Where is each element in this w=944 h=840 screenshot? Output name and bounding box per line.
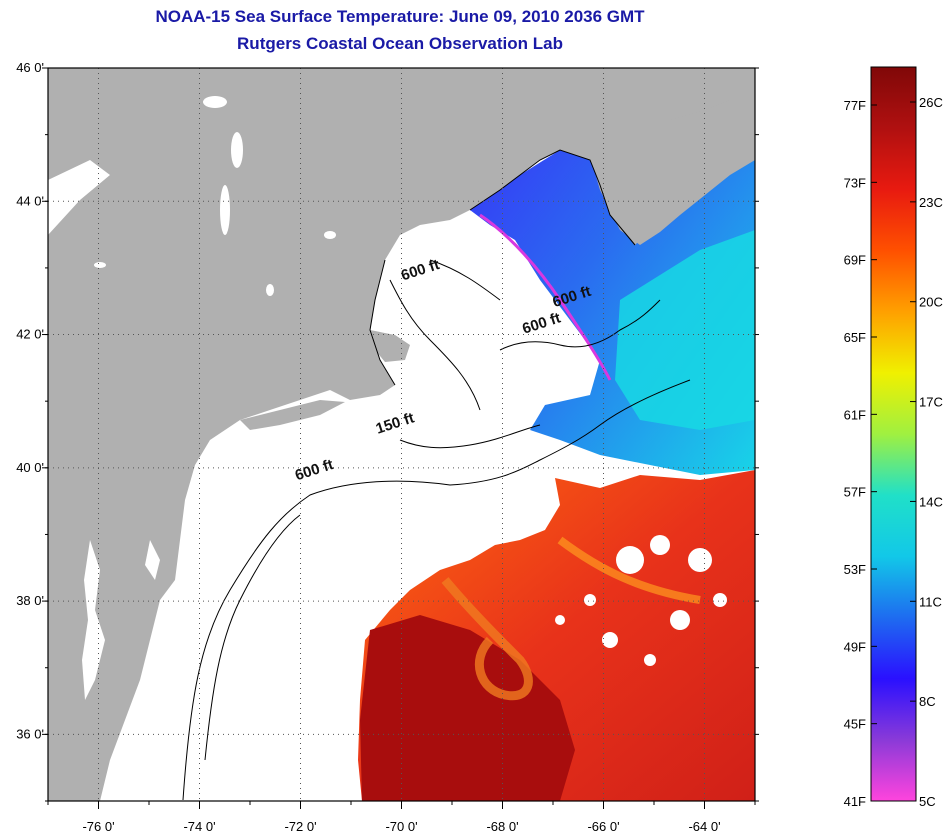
cloud-gaps <box>555 535 727 666</box>
lat-tick-label: 42 0' <box>16 327 44 342</box>
lon-tick-label: -70 0' <box>385 819 417 834</box>
axis-ticks <box>42 67 759 809</box>
colorbar-c-label: 23C <box>919 195 943 210</box>
coastline <box>369 149 636 386</box>
land-cape-cod <box>370 330 410 362</box>
lon-tick-label: -76 0' <box>82 819 114 834</box>
colorbar-c-label: 26C <box>919 95 943 110</box>
colorbar-f-label: 41F <box>844 794 866 809</box>
land-mainland <box>48 68 755 801</box>
colorbar-f-label: 49F <box>844 639 866 654</box>
bays <box>48 160 160 700</box>
lat-tick-label: 44 0' <box>16 193 44 208</box>
colorbar-c-label: 8C <box>919 694 936 709</box>
map-title: NOAA-15 Sea Surface Temperature: June 09… <box>155 7 645 26</box>
lat-tick-label: 36 0' <box>16 726 44 741</box>
gulf-stream-meander <box>441 577 533 701</box>
colorbar-gradient <box>870 66 917 802</box>
lat-tick-label: 40 0' <box>16 460 44 475</box>
lon-tick-label: -74 0' <box>183 819 215 834</box>
colorbar-fahrenheit-labels: 77F 73F 69F 65F 61F 57F 53F 49F 45F 41F <box>844 98 877 809</box>
colorbar-f-label: 77F <box>844 98 866 113</box>
land-long-island <box>240 400 345 430</box>
colorbar-celsius-labels: 26C 23C 20C 17C 14C 11C 8C 5C <box>910 95 943 809</box>
lat-tick-label: 46 0' <box>16 60 44 75</box>
colorbar-f-label: 57F <box>844 485 866 500</box>
longitude-labels: -76 0' -74 0' -72 0' -70 0' -68 0' -66 0' -64 … <box>82 819 720 834</box>
colorbar-f-label: 53F <box>844 562 866 577</box>
colorbar-c-label: 17C <box>919 395 943 410</box>
map-grid <box>48 68 755 801</box>
shelf-water <box>615 230 755 430</box>
lakes <box>94 96 336 296</box>
colorbar-c-label: 5C <box>919 794 936 809</box>
bathymetry-contours <box>182 259 691 801</box>
lon-tick-label: -68 0' <box>486 819 518 834</box>
colorbar-f-label: 69F <box>844 253 866 268</box>
latitude-labels: 46 0' 44 0' 42 0' 40 0' 38 0' 36 0' <box>16 60 44 741</box>
colorbar-f-label: 61F <box>844 407 866 422</box>
lon-tick-label: -72 0' <box>284 819 316 834</box>
colorbar-f-label: 65F <box>844 330 866 345</box>
colorbar-c-label: 14C <box>919 494 943 509</box>
map-subtitle: Rutgers Coastal Ocean Observation Lab <box>237 34 563 53</box>
colorbar-c-label: 11C <box>919 594 942 609</box>
lat-tick-label: 38 0' <box>16 593 44 608</box>
cold-edge <box>479 213 612 381</box>
colorbar-c-label: 20C <box>919 295 943 310</box>
colorbar-f-label: 45F <box>844 717 866 732</box>
land-nova-scotia <box>590 95 755 245</box>
lon-tick-label: -64 0' <box>688 819 720 834</box>
warm-filament <box>557 536 701 604</box>
lon-tick-label: -66 0' <box>587 819 619 834</box>
colorbar-f-label: 73F <box>844 175 866 190</box>
